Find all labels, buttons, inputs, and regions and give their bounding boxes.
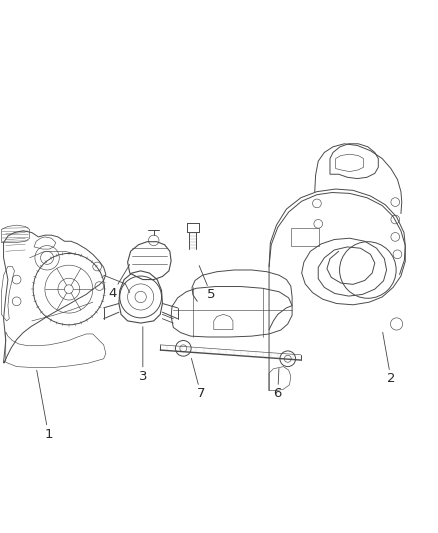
Text: 2: 2 xyxy=(383,333,395,385)
Text: 6: 6 xyxy=(274,368,282,400)
Text: 5: 5 xyxy=(199,265,215,301)
Text: 7: 7 xyxy=(191,358,205,400)
Bar xyxy=(291,228,319,246)
Text: 4: 4 xyxy=(108,264,130,300)
Text: 3: 3 xyxy=(138,327,147,383)
Text: 1: 1 xyxy=(37,370,53,441)
